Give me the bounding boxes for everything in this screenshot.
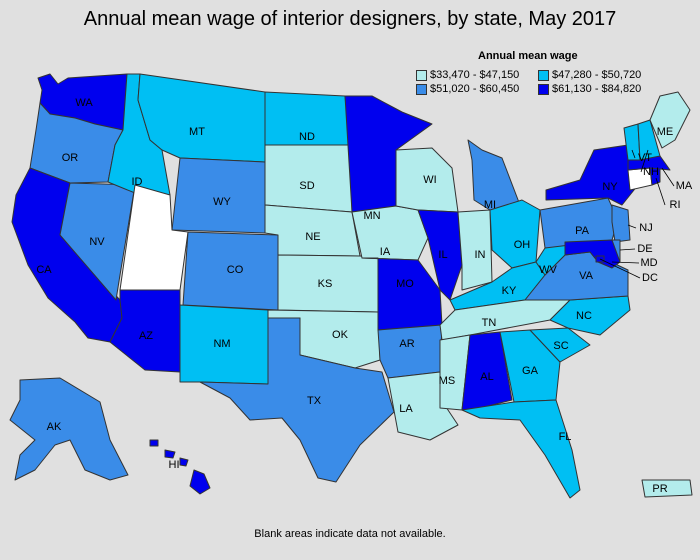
state-label-or: OR xyxy=(62,152,79,164)
state-label-az: AZ xyxy=(139,330,153,342)
state-label-la: LA xyxy=(399,403,413,415)
state-label-al: AL xyxy=(480,371,493,383)
state-label-nv: NV xyxy=(89,236,105,248)
state-label-hi: HI xyxy=(169,459,180,471)
state-label-in: IN xyxy=(475,249,486,261)
state-label-oh: OH xyxy=(514,239,531,251)
state-label-id: ID xyxy=(132,176,143,188)
state-label-mo: MO xyxy=(396,278,414,290)
state-label-fl: FL xyxy=(559,431,572,443)
state-label-nc: NC xyxy=(576,310,592,322)
state-label-pr: PR xyxy=(652,483,667,495)
map-title: Annual mean wage of interior designers, … xyxy=(83,8,617,30)
leader-line-md xyxy=(611,261,640,264)
legend-swatch-2 xyxy=(538,69,549,81)
state-label-mn: MN xyxy=(363,210,380,222)
legend-item-2: $47,280 - $50,720 xyxy=(538,69,641,81)
state-me xyxy=(649,91,691,149)
state-sd xyxy=(264,144,353,213)
leader-line-nh xyxy=(640,149,649,173)
state-label-wa: WA xyxy=(75,97,93,109)
state-label-ri: RI xyxy=(670,199,681,211)
state-ar xyxy=(377,324,443,379)
state-label-il: IL xyxy=(438,249,447,261)
legend-title: Annual mean wage xyxy=(478,50,578,62)
state-label-sd: SD xyxy=(299,180,314,192)
state-label-nh: NH xyxy=(643,166,659,178)
state-label-tn: TN xyxy=(482,317,497,329)
state-az xyxy=(109,289,181,373)
state-label-ia: IA xyxy=(380,246,391,258)
footnote: Blank areas indicate data not available. xyxy=(254,528,446,540)
state-label-md: MD xyxy=(640,257,657,269)
legend-label-3: $51,020 - $60,450 xyxy=(430,83,520,95)
state-label-sc: SC xyxy=(553,340,568,352)
state-in xyxy=(457,209,493,291)
state-label-ak: AK xyxy=(47,421,62,433)
leader-line-de xyxy=(619,248,636,251)
state-label-wi: WI xyxy=(423,174,436,186)
state-label-mi: MI xyxy=(484,199,496,211)
legend-label-1: $33,470 - $47,150 xyxy=(430,69,520,81)
state-label-ky: KY xyxy=(502,285,517,297)
state-label-ne: NE xyxy=(305,231,320,243)
state-hi xyxy=(149,439,211,495)
state-label-ca: CA xyxy=(36,264,52,276)
legend-item-1: $33,470 - $47,150 xyxy=(416,69,519,81)
state-label-ny: NY xyxy=(602,181,618,193)
state-pr xyxy=(641,479,693,498)
legend-swatch-4 xyxy=(538,83,549,95)
legend-item-3: $51,020 - $60,450 xyxy=(416,83,519,95)
state-label-pa: PA xyxy=(575,225,590,237)
state-label-ma: MA xyxy=(676,180,693,192)
leader-line-dc xyxy=(599,258,641,279)
state-label-mt: MT xyxy=(189,126,205,138)
state-ny xyxy=(545,144,639,206)
state-ms xyxy=(439,334,471,411)
state-nh xyxy=(637,119,661,161)
state-label-me: ME xyxy=(657,126,674,138)
legend-swatch-3 xyxy=(416,83,427,95)
state-label-nm: NM xyxy=(213,338,230,350)
legend-swatch-1 xyxy=(416,69,427,81)
state-nj xyxy=(611,204,631,243)
state-label-ks: KS xyxy=(318,278,333,290)
state-ga xyxy=(499,329,561,403)
leader-line-vt xyxy=(631,149,636,159)
state-oh xyxy=(489,199,541,269)
state-label-ga: GA xyxy=(522,365,539,377)
state-label-dc: DC xyxy=(642,272,658,284)
state-label-va: VA xyxy=(579,270,594,282)
state-label-de: DE xyxy=(637,243,652,255)
state-md xyxy=(564,239,621,269)
state-label-tx: TX xyxy=(307,395,322,407)
legend-label-2: $47,280 - $50,720 xyxy=(552,69,642,81)
leader-line-ri xyxy=(655,177,666,206)
state-ak xyxy=(9,377,129,481)
state-label-wv: WV xyxy=(539,264,557,276)
leader-line-nj xyxy=(627,224,637,229)
state-label-ar: AR xyxy=(399,338,414,350)
state-label-co: CO xyxy=(227,264,244,276)
legend: Annual mean wage $33,470 - $47,150 $47,2… xyxy=(412,50,682,100)
state-fl xyxy=(461,399,581,499)
legend-label-4: $61,130 - $84,820 xyxy=(552,83,642,95)
state-sc xyxy=(529,327,591,363)
state-al xyxy=(461,331,513,411)
state-label-ms: MS xyxy=(439,375,456,387)
state-label-nd: ND xyxy=(299,131,315,143)
state-tx xyxy=(199,317,395,483)
state-label-nj: NJ xyxy=(639,222,652,234)
state-label-ok: OK xyxy=(332,329,349,341)
legend-item-4: $61,130 - $84,820 xyxy=(538,83,641,95)
leader-line-ma xyxy=(661,167,675,187)
state-label-wy: WY xyxy=(213,196,231,208)
state-label-vt: VT xyxy=(638,152,652,164)
